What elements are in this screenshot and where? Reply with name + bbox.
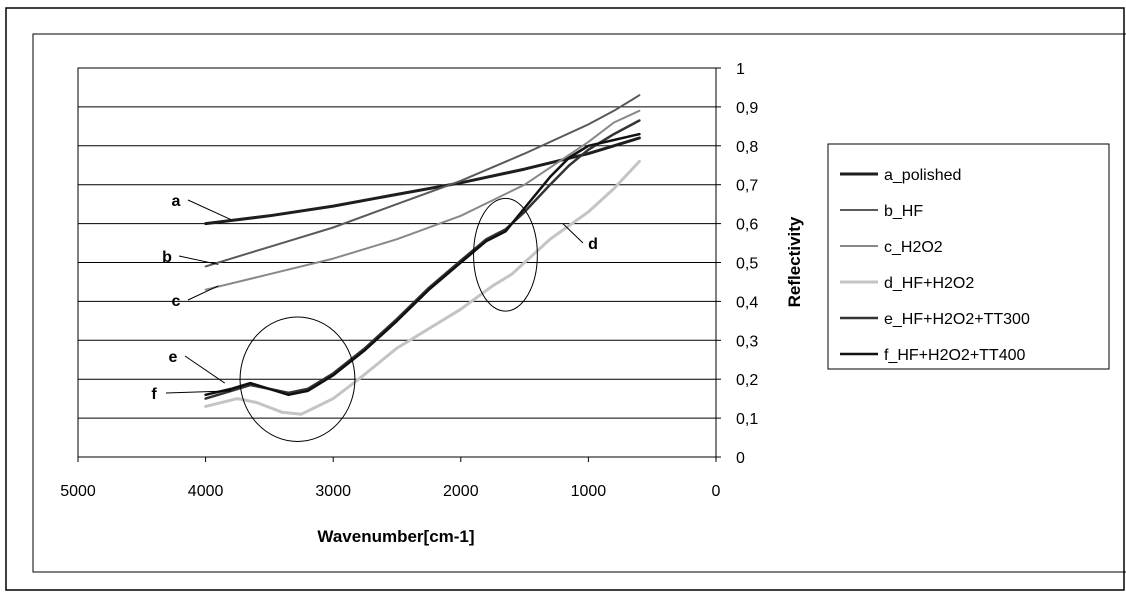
- highlight-ellipse-2: [473, 197, 538, 312]
- highlight-ellipse-1: [239, 316, 356, 442]
- series-line-a: [204, 136, 641, 226]
- y-axis-title: Reflectivity: [785, 216, 804, 307]
- y-tick-label: 0,2: [736, 372, 758, 389]
- x-tick-label: 5000: [60, 483, 96, 500]
- series-layer: [204, 94, 641, 416]
- x-axis-title: Wavenumber[cm-1]: [317, 527, 474, 546]
- y-tick-label: 0,3: [736, 333, 758, 350]
- annotation-label-a: a: [172, 193, 181, 210]
- annotation-layer: a b c d e f: [151, 193, 598, 442]
- legend-label-b: b_HF: [884, 203, 923, 220]
- annotation-label-c: c: [172, 293, 181, 310]
- x-tick-label: 4000: [188, 483, 224, 500]
- chart-area-border: [32, 33, 1126, 573]
- y-tick-label: 0,4: [736, 294, 758, 311]
- y-tick-label: 1: [736, 61, 745, 78]
- series-line-d: [204, 159, 641, 416]
- annotation-leader-d: [562, 223, 584, 244]
- series-line-b: [204, 94, 641, 268]
- y-tick-label: 0,9: [736, 100, 758, 117]
- legend-box: [827, 143, 1110, 370]
- x-tick-label: 0: [712, 483, 721, 500]
- annotation-label-f: f: [151, 386, 157, 403]
- series-line-c: [204, 109, 641, 291]
- x-tick-label: 3000: [315, 483, 351, 500]
- annotation-leader-a: [187, 199, 232, 221]
- annotation-leader-f: [165, 390, 232, 394]
- outer-border: [5, 7, 1125, 591]
- series-line-f: [204, 132, 641, 397]
- legend-label-e: e_HF+H2O2+TT300: [884, 311, 1030, 328]
- y-tick-label: 0: [736, 450, 745, 467]
- legend: a_polished b_HF c_H2O2 d_HF+H2O2 e_HF+H2O2+T…: [840, 167, 1030, 364]
- y-tick-label: 0,7: [736, 178, 758, 195]
- annotation-label-e: e: [169, 349, 178, 366]
- legend-label-a: a_polished: [884, 167, 961, 184]
- legend-label-f: f_HF+H2O2+TT400: [884, 347, 1026, 364]
- y-tick-label: 0,5: [736, 256, 758, 273]
- annotation-label-b: b: [162, 249, 172, 266]
- annotation-leader-b: [178, 255, 219, 265]
- x-tick-label: 1000: [571, 483, 607, 500]
- y-tick-label: 0,8: [736, 139, 758, 156]
- y-tick-label: 0,6: [736, 217, 758, 234]
- y-tick-label: 0,1: [736, 411, 758, 428]
- plot-layer: 0 0,1 0,2 0,3 0,4 0,5 0,6 0,7 0,8 0,9 1 5000 4000 300…: [60, 61, 758, 500]
- annotation-leader-c: [187, 285, 219, 301]
- annotation-label-d: d: [588, 236, 598, 253]
- x-tick-label: 2000: [443, 483, 479, 500]
- annotation-leader-e: [184, 355, 226, 384]
- legend-label-d: d_HF+H2O2: [884, 275, 974, 292]
- legend-label-c: c_H2O2: [884, 239, 943, 256]
